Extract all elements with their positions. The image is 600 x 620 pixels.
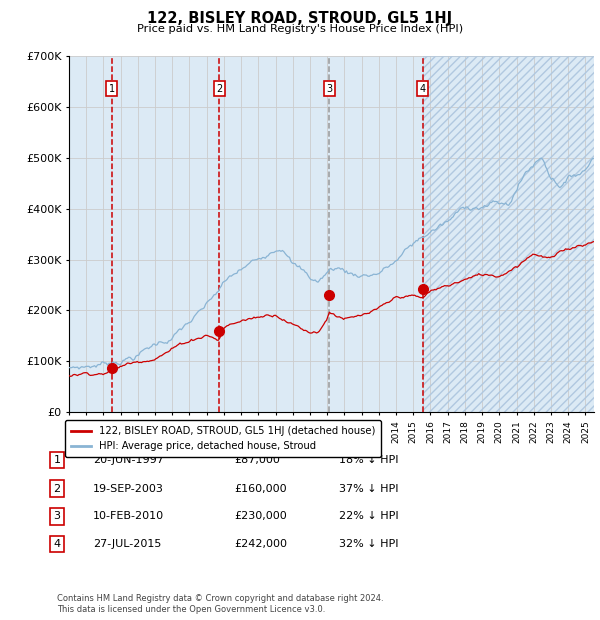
Bar bbox=[112, 56, 219, 412]
Text: 4: 4 bbox=[420, 84, 426, 94]
Text: Contains HM Land Registry data © Crown copyright and database right 2024.
This d: Contains HM Land Registry data © Crown c… bbox=[57, 595, 383, 614]
Text: 2: 2 bbox=[53, 484, 61, 494]
Bar bbox=[219, 56, 329, 412]
Text: 3: 3 bbox=[53, 512, 61, 521]
Text: Price paid vs. HM Land Registry's House Price Index (HPI): Price paid vs. HM Land Registry's House … bbox=[137, 24, 463, 34]
Text: 122, BISLEY ROAD, STROUD, GL5 1HJ: 122, BISLEY ROAD, STROUD, GL5 1HJ bbox=[148, 11, 452, 25]
Text: 37% ↓ HPI: 37% ↓ HPI bbox=[339, 484, 398, 494]
Text: 32% ↓ HPI: 32% ↓ HPI bbox=[339, 539, 398, 549]
Text: 3: 3 bbox=[326, 84, 332, 94]
Text: 4: 4 bbox=[53, 539, 61, 549]
Text: £160,000: £160,000 bbox=[234, 484, 287, 494]
Text: 19-SEP-2003: 19-SEP-2003 bbox=[93, 484, 164, 494]
Text: £230,000: £230,000 bbox=[234, 512, 287, 521]
Text: £242,000: £242,000 bbox=[234, 539, 287, 549]
Bar bbox=[69, 56, 112, 412]
Bar bbox=[423, 56, 594, 412]
Text: 18% ↓ HPI: 18% ↓ HPI bbox=[339, 455, 398, 465]
Text: 1: 1 bbox=[109, 84, 115, 94]
Legend: 122, BISLEY ROAD, STROUD, GL5 1HJ (detached house), HPI: Average price, detached: 122, BISLEY ROAD, STROUD, GL5 1HJ (detac… bbox=[65, 420, 382, 458]
Bar bbox=[329, 56, 423, 412]
Text: £87,000: £87,000 bbox=[234, 455, 280, 465]
Text: 2: 2 bbox=[216, 84, 222, 94]
Text: 20-JUN-1997: 20-JUN-1997 bbox=[93, 455, 164, 465]
Text: 27-JUL-2015: 27-JUL-2015 bbox=[93, 539, 161, 549]
Bar bbox=[423, 56, 594, 412]
Text: 22% ↓ HPI: 22% ↓ HPI bbox=[339, 512, 398, 521]
Text: 1: 1 bbox=[53, 455, 61, 465]
Text: 10-FEB-2010: 10-FEB-2010 bbox=[93, 512, 164, 521]
